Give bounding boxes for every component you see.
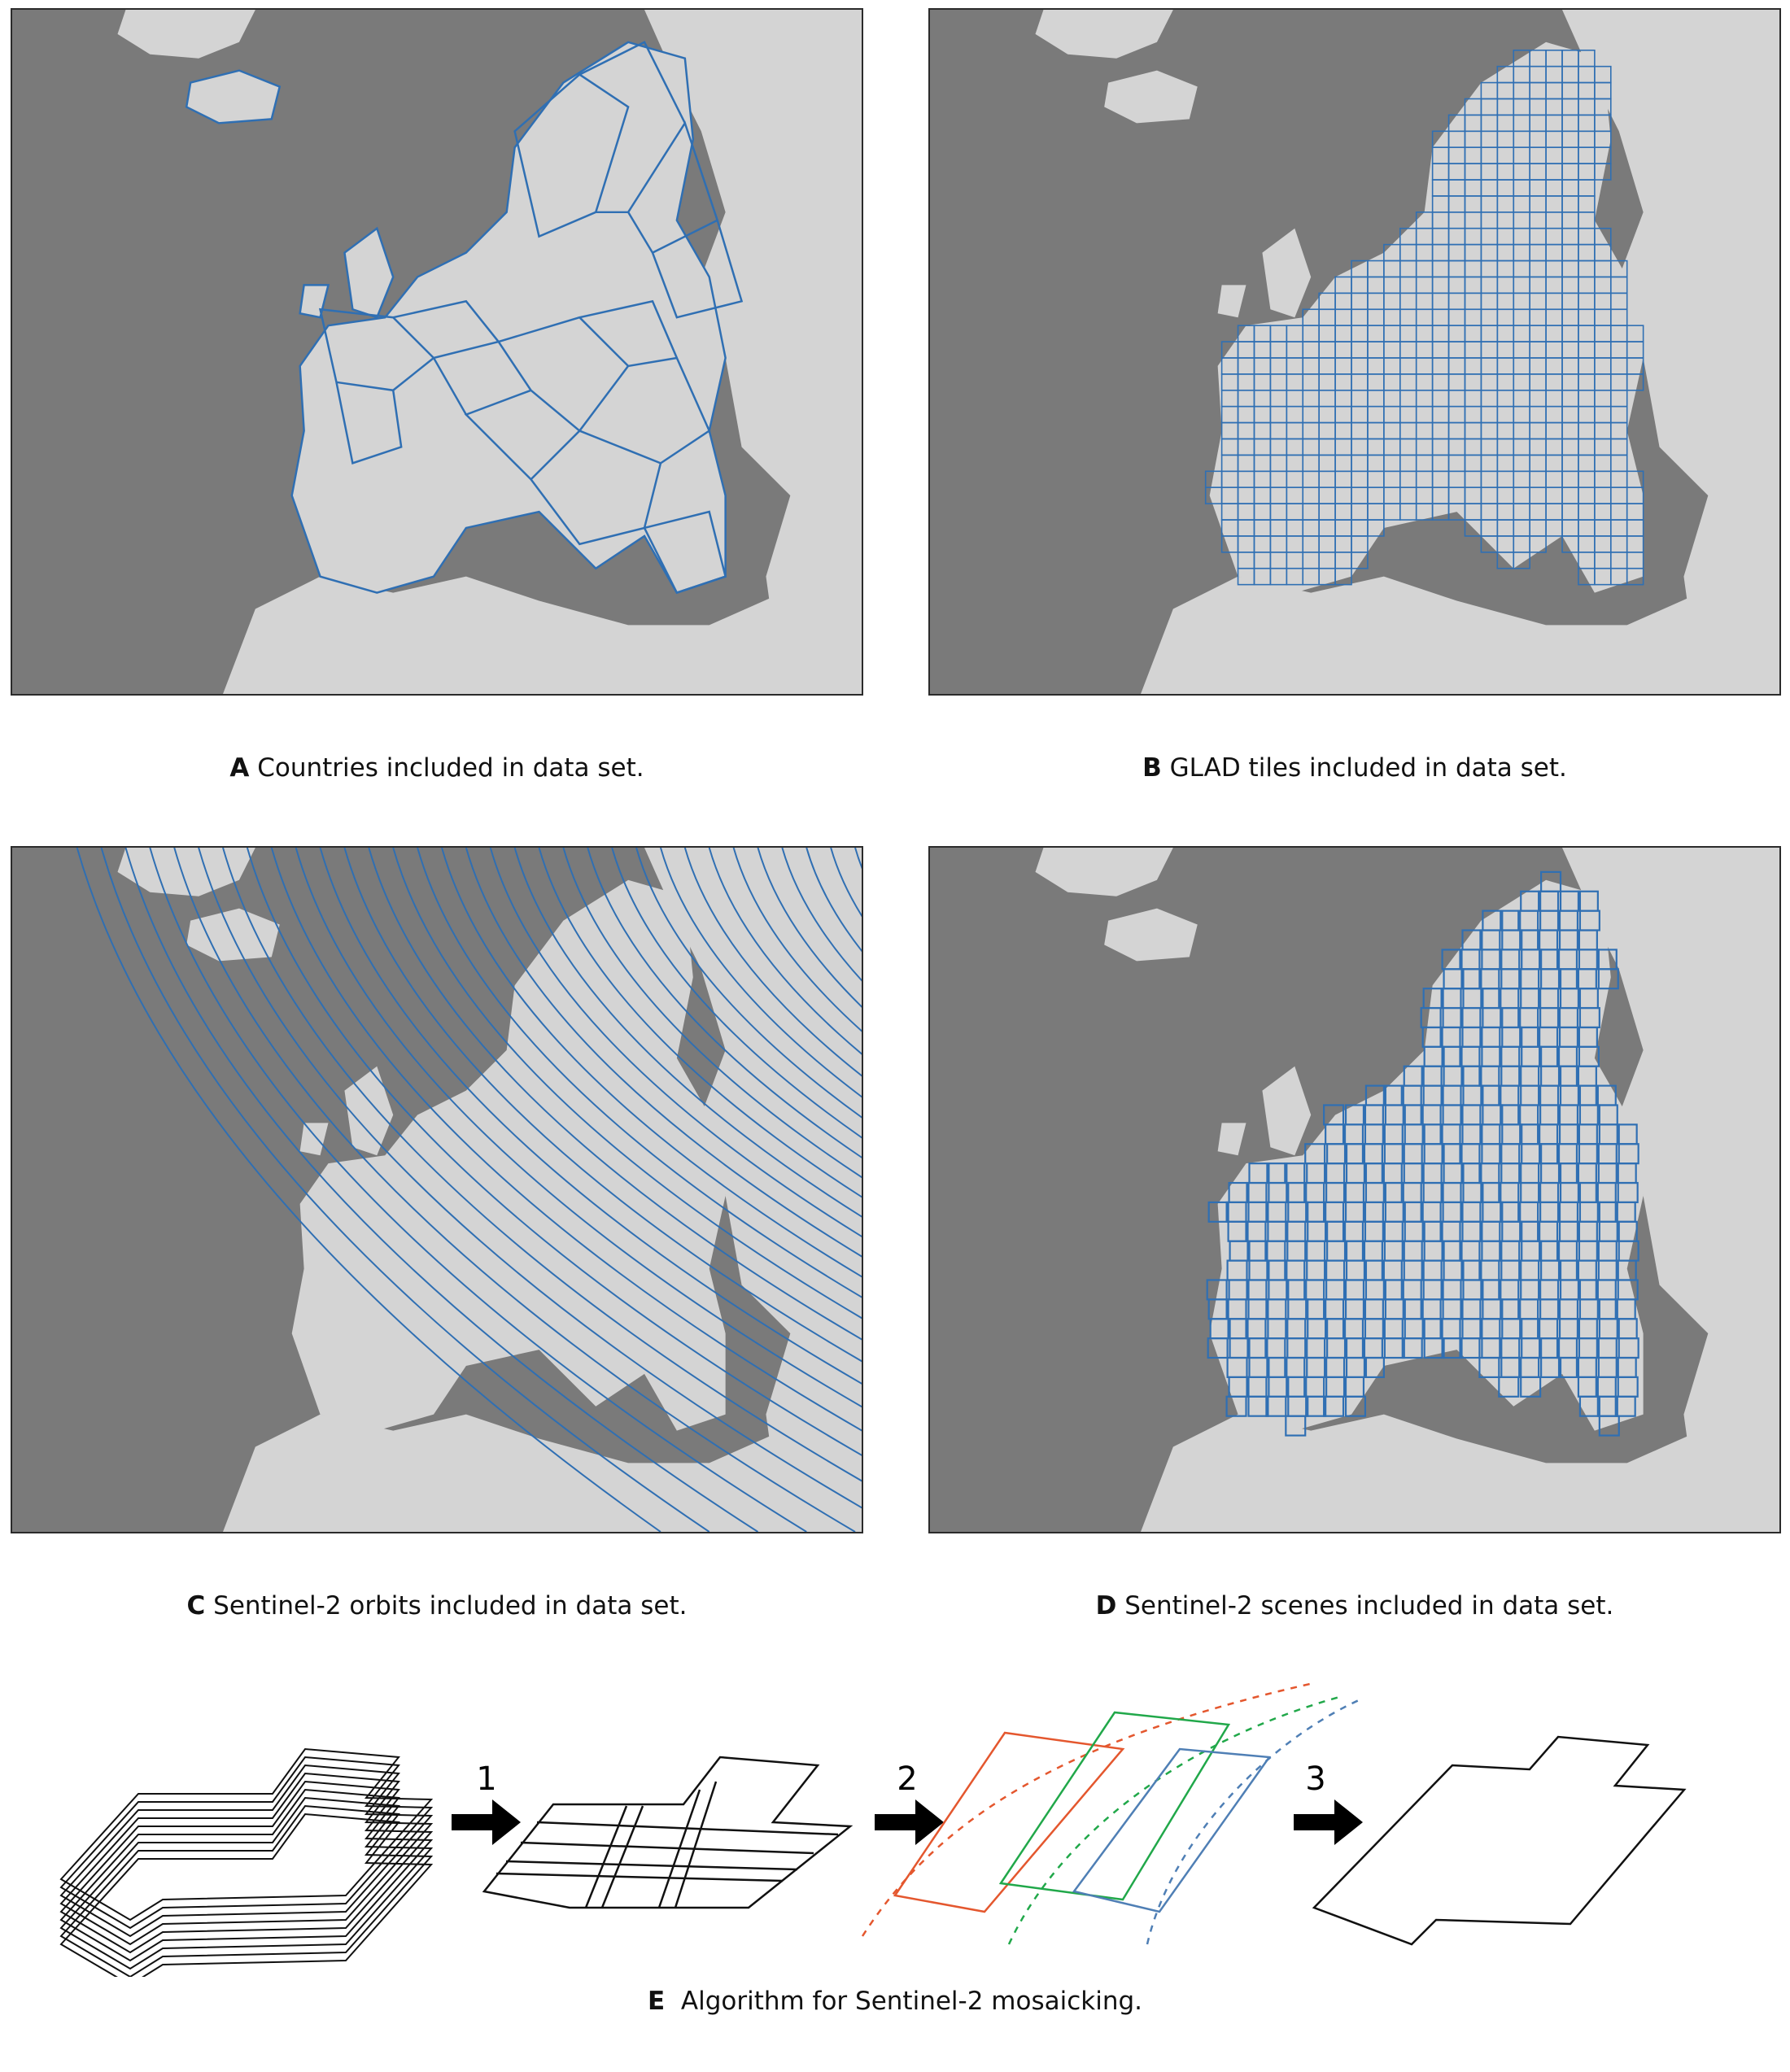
tile bbox=[1578, 1395, 1600, 1417]
arrow-step-2: 2 bbox=[875, 1760, 944, 1845]
tile-mosaic bbox=[482, 1756, 854, 1909]
tile bbox=[1540, 1356, 1562, 1378]
step-1-label: 1 bbox=[476, 1760, 496, 1798]
tile bbox=[1363, 1356, 1385, 1378]
orbit-line bbox=[708, 848, 862, 1055]
orbit-line bbox=[368, 848, 862, 1341]
tile bbox=[1285, 1415, 1307, 1437]
tile bbox=[1529, 535, 1547, 553]
tile bbox=[1344, 1395, 1367, 1417]
tile bbox=[1598, 1415, 1620, 1437]
caption-e: E Algorithm for Sentinel-2 mosaicking. bbox=[647, 1987, 1143, 2016]
country-boundaries bbox=[185, 41, 744, 595]
tile bbox=[1423, 1337, 1445, 1359]
tile bbox=[1626, 567, 1644, 586]
tile bbox=[1614, 1395, 1636, 1417]
orbit-line bbox=[246, 848, 862, 1456]
orbit-line bbox=[757, 848, 862, 1008]
orbit-line bbox=[222, 848, 862, 1482]
orbit-line bbox=[441, 848, 862, 1278]
orbit-line bbox=[562, 848, 862, 1179]
tile bbox=[1351, 552, 1369, 569]
tile bbox=[1478, 1356, 1500, 1378]
orbit-line bbox=[465, 848, 862, 1258]
scene-stack bbox=[59, 1747, 434, 1987]
orbit-line bbox=[513, 848, 862, 1218]
orbit-lines bbox=[76, 848, 862, 1532]
scene-grid bbox=[1206, 870, 1639, 1437]
tile bbox=[1207, 1337, 1229, 1359]
tile bbox=[1323, 1395, 1345, 1417]
orbit-line bbox=[295, 848, 862, 1408]
tile bbox=[1594, 163, 1612, 181]
tile bbox=[1520, 1376, 1542, 1398]
arrow-step-3: 3 bbox=[1294, 1760, 1363, 1845]
scene-outline bbox=[59, 1788, 434, 1962]
orbit-line bbox=[732, 848, 862, 1032]
scene-outline bbox=[59, 1812, 434, 1987]
orbit-line bbox=[173, 848, 856, 1532]
caption-d: D Sentinel-2 scenes included in data set… bbox=[1095, 1591, 1614, 1621]
scene-outline bbox=[59, 1772, 434, 1946]
orbit-line bbox=[611, 848, 862, 1139]
tile bbox=[1334, 567, 1352, 586]
orbit-line bbox=[270, 848, 862, 1432]
arrow-step-1: 1 bbox=[452, 1760, 521, 1845]
tile bbox=[1441, 1337, 1463, 1359]
tile bbox=[1626, 373, 1644, 391]
scene-outline bbox=[59, 1796, 434, 1970]
orbit-line bbox=[343, 848, 862, 1363]
orbit-line bbox=[587, 848, 862, 1158]
orbit-line bbox=[124, 848, 759, 1532]
map-countries bbox=[11, 8, 863, 696]
scene-outline bbox=[59, 1756, 434, 1930]
tile bbox=[1459, 1337, 1481, 1359]
scene-outline bbox=[59, 1804, 434, 1978]
tile bbox=[1557, 1356, 1580, 1378]
orbit-line bbox=[76, 848, 661, 1532]
orbit-line bbox=[149, 848, 807, 1532]
caption-b: B GLAD tiles included in data set. bbox=[1142, 753, 1567, 783]
step-3-label: 3 bbox=[1305, 1760, 1325, 1798]
mosaic-footprint bbox=[1312, 1735, 1687, 1946]
tile bbox=[1383, 1337, 1405, 1359]
tile bbox=[1367, 519, 1385, 537]
orbit-line bbox=[392, 848, 862, 1320]
scene-outline bbox=[59, 1780, 434, 1954]
tile bbox=[1498, 1376, 1520, 1398]
tile bbox=[1305, 1395, 1327, 1417]
orbit-line bbox=[198, 848, 862, 1509]
orbit-line bbox=[659, 848, 862, 1098]
map-sentinel-orbits bbox=[11, 846, 863, 1533]
tile bbox=[1247, 1395, 1269, 1417]
caption-c: C Sentinel-2 orbits included in data set… bbox=[186, 1591, 688, 1621]
glad-tile-grid bbox=[1204, 49, 1644, 586]
map-sentinel-scenes bbox=[928, 846, 1781, 1533]
scene-outline bbox=[59, 1747, 434, 1922]
scene-outline bbox=[59, 1764, 434, 1938]
orbit-strips bbox=[861, 1682, 1360, 1945]
orbit-line bbox=[781, 848, 862, 982]
mosaicking-diagram: 1 2 3 bbox=[0, 1660, 1790, 1987]
tile bbox=[1597, 968, 1619, 990]
orbit-line bbox=[319, 848, 862, 1385]
map-glad-tiles bbox=[928, 8, 1781, 696]
orbit-line bbox=[538, 848, 862, 1198]
step-2-label: 2 bbox=[897, 1760, 917, 1798]
orbit-line bbox=[489, 848, 862, 1237]
tile bbox=[1225, 1395, 1247, 1417]
caption-a: A Countries included in data set. bbox=[229, 753, 644, 783]
tile bbox=[1265, 1395, 1287, 1417]
tile bbox=[1401, 1337, 1423, 1359]
tile bbox=[1513, 552, 1530, 569]
orbit-line bbox=[417, 848, 862, 1298]
orbit-line bbox=[635, 848, 862, 1119]
tile bbox=[1207, 1201, 1229, 1223]
orbit-line bbox=[683, 848, 862, 1077]
orbit-line bbox=[100, 848, 710, 1532]
